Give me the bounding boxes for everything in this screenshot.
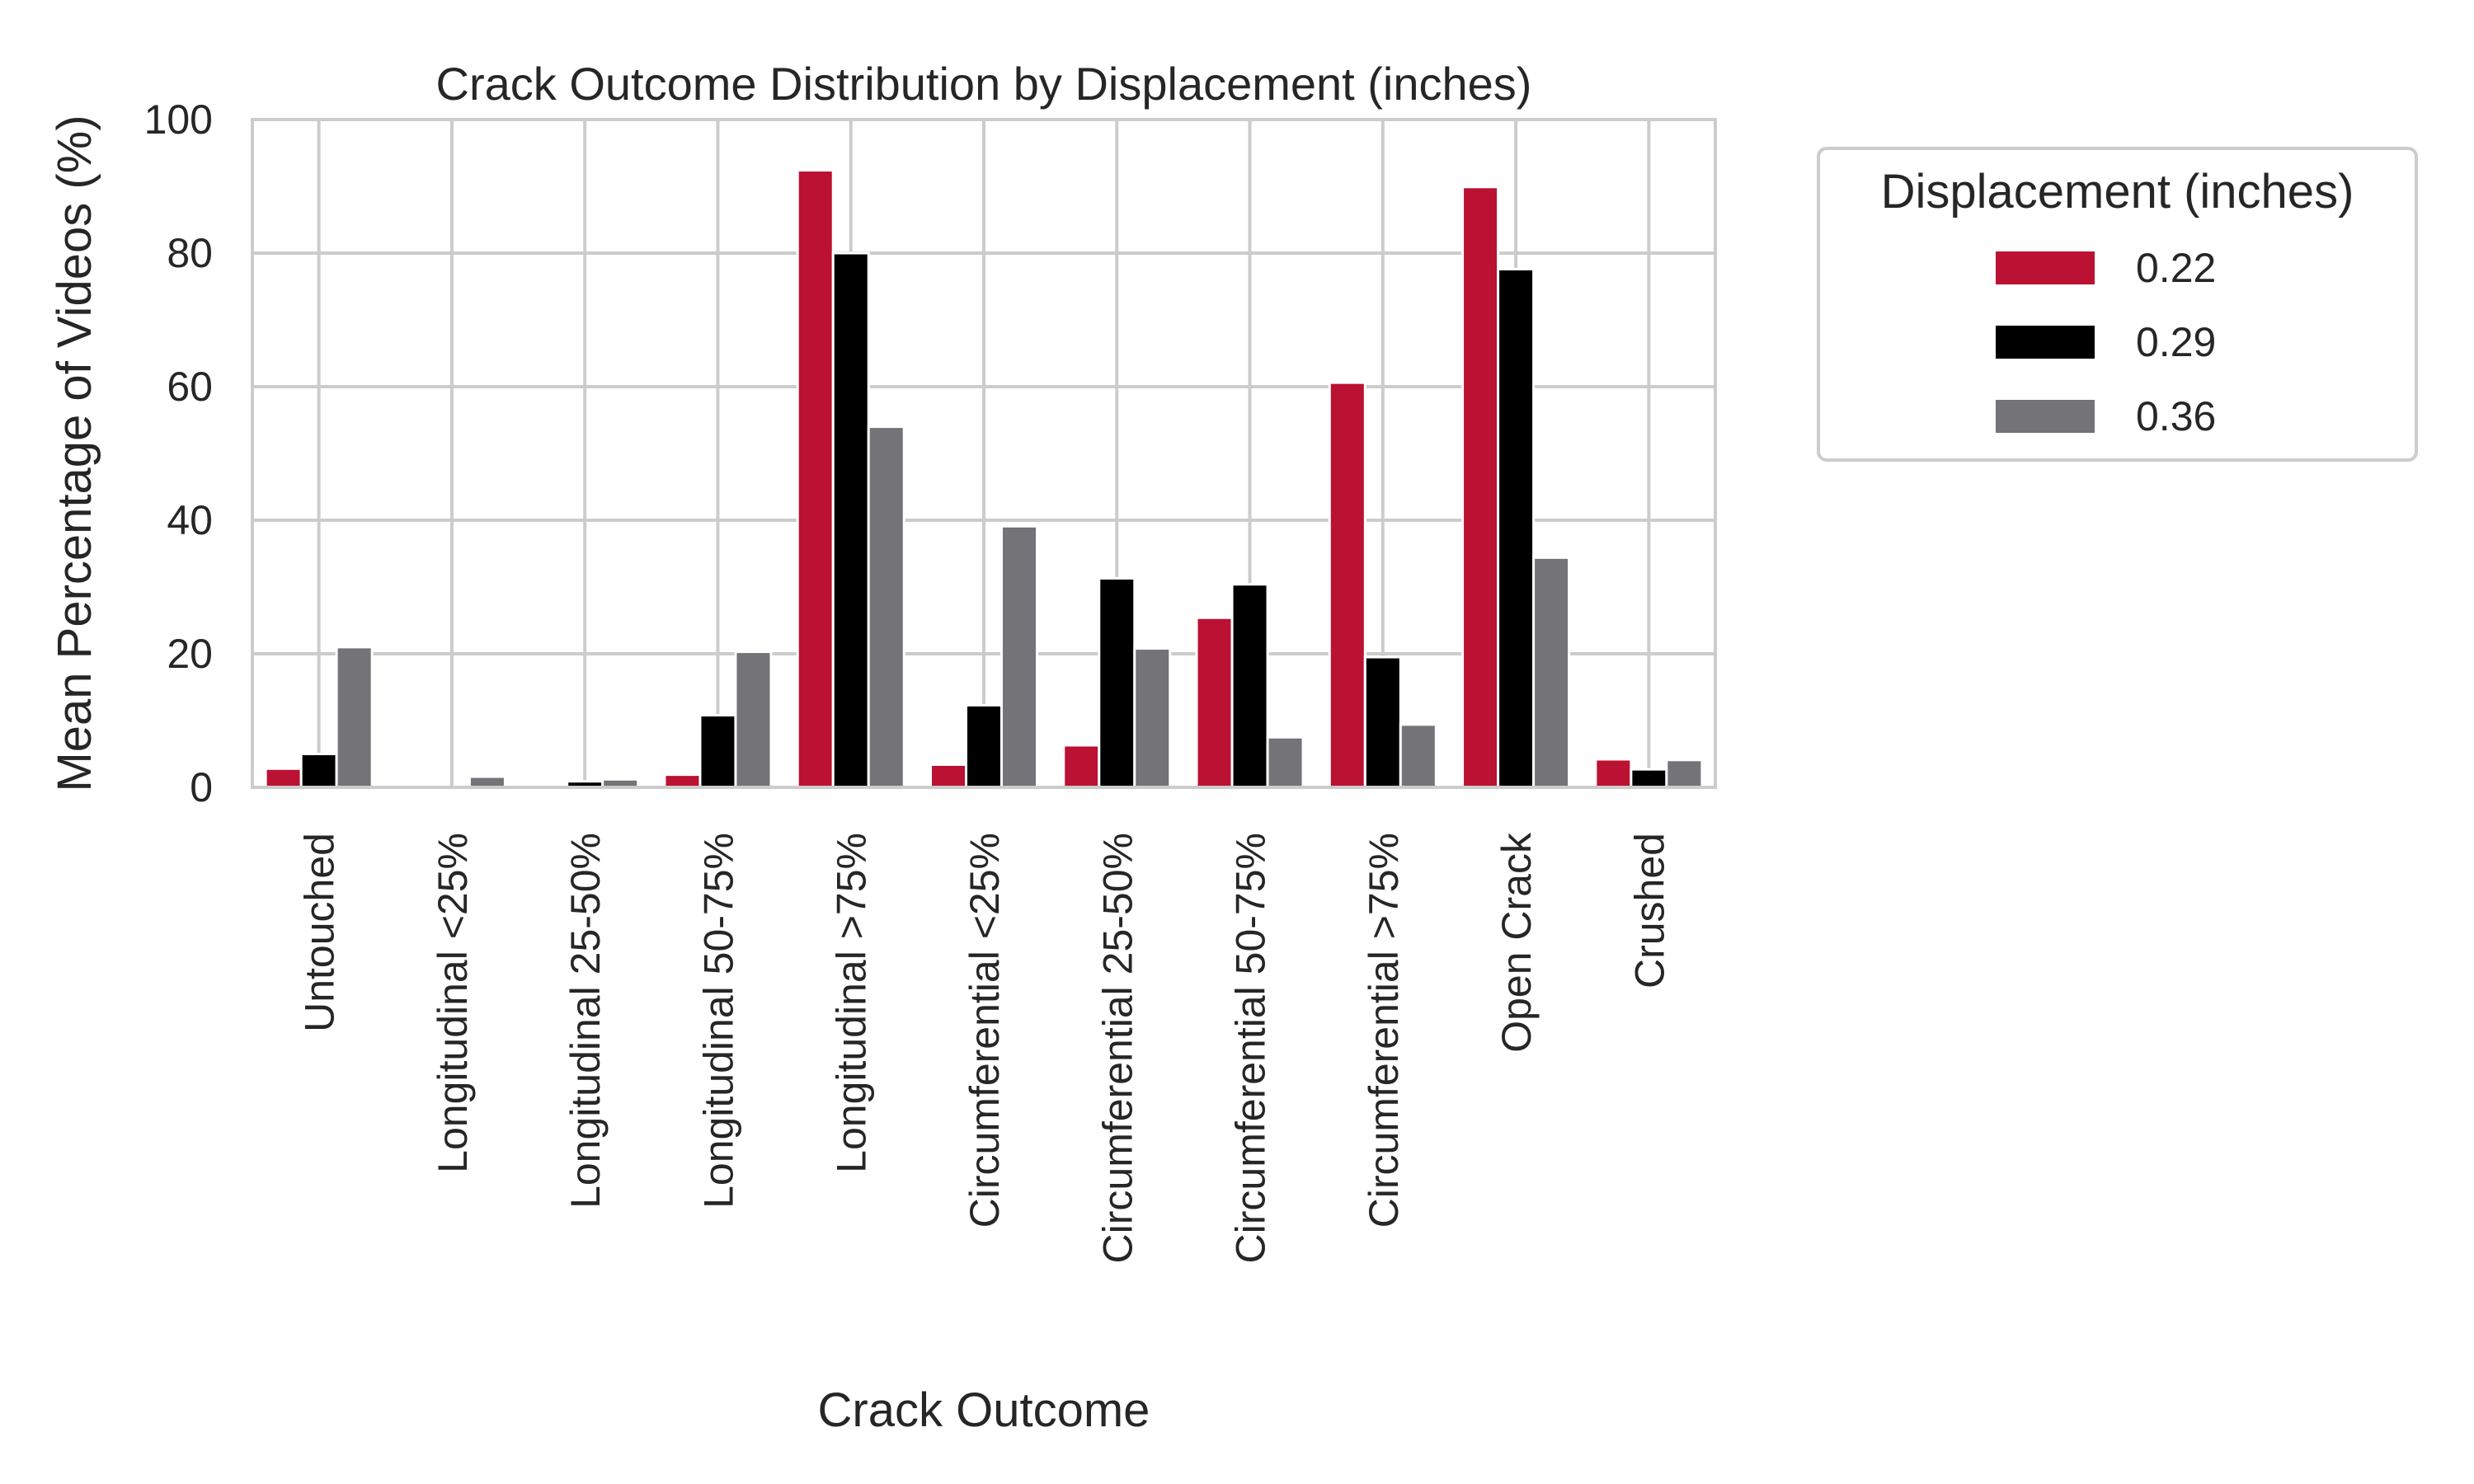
bar (1399, 723, 1437, 789)
x-tick-label: Untouched (297, 833, 343, 1032)
x-tick-label: Longitudinal 50-75% (695, 833, 741, 1209)
x-tick-label: Longitudinal <25% (430, 833, 476, 1173)
bar (1630, 768, 1668, 789)
legend-swatch (1996, 326, 2095, 359)
bar (1532, 556, 1571, 789)
x-tick-labels: Untouched Longitudinal <25% Longitudinal 2… (297, 832, 1673, 1263)
x-tick-label: Open Crack (1493, 832, 1540, 1053)
bar (1497, 267, 1536, 789)
y-axis-label: Mean Percentage of Videos (%) (48, 115, 101, 791)
bar (698, 714, 737, 789)
legend-items: 0.22 0.29 0.36 (1996, 245, 2216, 439)
bar (929, 763, 967, 789)
legend: Displacement (inches) 0.22 0.29 0.36 (1817, 147, 2418, 462)
x-tick-label: Circumferential <25% (962, 833, 1008, 1228)
y-tick-label: 40 (167, 497, 213, 543)
legend-label: 0.22 (2136, 245, 2216, 291)
bar (734, 650, 773, 789)
x-tick-label: Longitudinal >75% (829, 833, 875, 1173)
bar (1266, 735, 1305, 789)
bar (1133, 647, 1172, 789)
bar (335, 646, 374, 789)
bars (264, 169, 1704, 789)
bar (1000, 524, 1039, 789)
bar (1195, 616, 1234, 789)
x-tick-label: Circumferential >75% (1361, 833, 1407, 1228)
bar (299, 753, 338, 789)
y-tick-label: 100 (144, 96, 213, 143)
y-tick-label: 20 (167, 631, 213, 677)
y-tick-label: 60 (167, 364, 213, 410)
legend-label: 0.29 (2136, 319, 2216, 365)
bar (1665, 758, 1704, 789)
y-tick-label: 80 (167, 230, 213, 276)
x-tick-label: Circumferential 50-75% (1228, 833, 1274, 1263)
x-tick-label: Longitudinal 25-50% (562, 833, 609, 1209)
bar (796, 169, 835, 789)
bar (1230, 583, 1269, 789)
y-tick-label: 0 (190, 764, 213, 810)
bar (663, 773, 702, 789)
bar (1062, 744, 1101, 789)
bar (1363, 655, 1402, 789)
bar (1594, 758, 1633, 789)
legend-swatch (1996, 400, 2095, 433)
plot-frame (251, 118, 1717, 789)
legend-swatch (1996, 251, 2095, 284)
legend-title: Displacement (inches) (1881, 165, 2354, 218)
y-tick-labels: 0 20 40 60 80 100 (144, 96, 213, 810)
bar (867, 425, 905, 789)
bar (964, 703, 1004, 789)
bar (831, 251, 870, 789)
bar (264, 767, 303, 789)
legend-label: 0.36 (2136, 393, 2216, 439)
legend-box (1817, 147, 2418, 462)
x-axis-label: Crack Outcome (818, 1383, 1150, 1437)
x-tick-label: Circumferential 25-50% (1094, 833, 1141, 1263)
bar (1098, 576, 1136, 789)
bar (1461, 186, 1500, 789)
chart-title: Crack Outcome Distribution by Displaceme… (436, 58, 1532, 110)
bar (1328, 381, 1366, 789)
x-tick-label: Crushed (1626, 833, 1672, 989)
